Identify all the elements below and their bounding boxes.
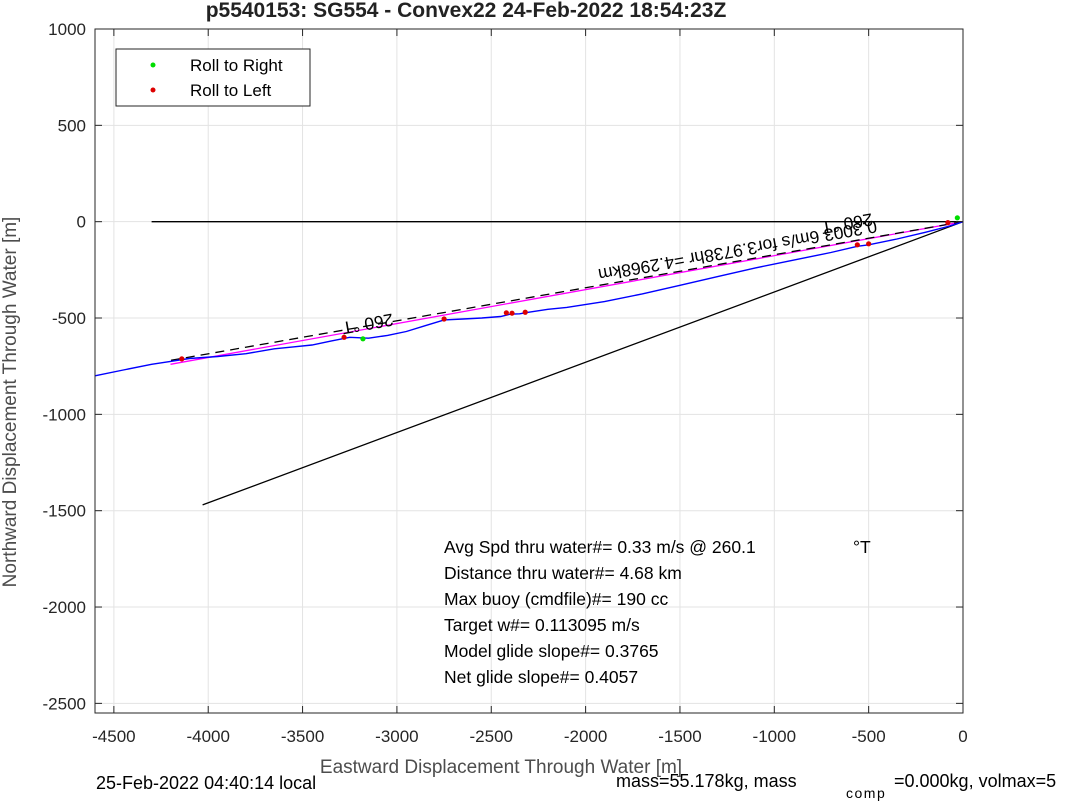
roll-right-point: [954, 215, 960, 221]
series-heading-line: [170, 221, 964, 365]
y-tick-label: 500: [58, 116, 86, 135]
heading-annotation: 260 °T: [340, 310, 395, 339]
points: [179, 215, 960, 362]
stat-net-glide: Net glide slope#= 0.4057: [444, 667, 638, 687]
legend-box: [115, 48, 311, 107]
grid: [95, 28, 964, 713]
footer-mass: mass=55.178kg, mass: [616, 771, 797, 791]
chart-title: p5540153: SG554 - Convex22 24-Feb-2022 1…: [206, 0, 727, 22]
series-track: [94, 221, 964, 377]
stats-block: Avg Spd thru water#= 0.33 m/s @ 260.1 °T…: [444, 537, 871, 687]
stat-model-glide: Model glide slope#= 0.3765: [444, 641, 659, 661]
legend-marker-roll-left: [150, 87, 156, 93]
y-tick-label: 0: [77, 213, 86, 232]
roll-left-point: [509, 310, 515, 316]
y-tick-label: -1500: [43, 502, 86, 521]
roll-left-point: [854, 242, 860, 248]
x-tick-label: -3500: [281, 727, 324, 746]
x-axis-label: Eastward Displacement Through Water [m]: [320, 757, 682, 778]
footer-mass-subscript: comp: [846, 785, 886, 801]
roll-left-point: [945, 220, 951, 226]
x-tick-label: -3000: [375, 727, 418, 746]
y-tick-label: -1000: [43, 405, 86, 424]
x-tick-label: -1500: [658, 727, 701, 746]
stat-target-w: Target w#= 0.113095 m/s: [444, 615, 640, 635]
footer-volmax: =0.000kg, volmax=5: [894, 771, 1056, 791]
legend-marker-roll-right: [150, 62, 156, 68]
roll-left-point: [179, 356, 185, 362]
roll-left-point: [341, 334, 347, 340]
plot-lines: [94, 221, 964, 506]
ticks: [95, 28, 964, 713]
y-tick-label: -500: [52, 309, 86, 328]
x-tick-label: -1000: [753, 727, 796, 746]
x-tick-label: -500: [852, 727, 886, 746]
stat-distance: Distance thru water#= 4.68 km: [444, 563, 682, 583]
series-drift-line: [202, 221, 964, 506]
roll-left-point: [866, 241, 872, 247]
y-tick-label: -2000: [43, 598, 86, 617]
y-tick-label: 1000: [48, 20, 86, 39]
x-tick-label: -2500: [470, 727, 513, 746]
legend-label-roll-right: Roll to Right: [190, 56, 283, 75]
roll-left-point: [503, 310, 509, 316]
legend-label-roll-left: Roll to Left: [190, 81, 272, 100]
y-axis-label: Northward Displacement Through Water [m]: [0, 217, 21, 588]
x-tick-label: 0: [958, 727, 967, 746]
stat-avg-speed: Avg Spd thru water#= 0.33 m/s @ 260.1: [444, 537, 756, 557]
x-tick-label: -2000: [564, 727, 607, 746]
stat-max-buoy: Max buoy (cmdfile)#= 190 cc: [444, 589, 668, 609]
x-tick-label: -4500: [92, 727, 135, 746]
roll-right-point: [360, 336, 366, 342]
footer-local-time: 25-Feb-2022 04:40:14 local: [96, 773, 316, 793]
stat-unit: °T: [853, 537, 871, 557]
legend: Roll to Right Roll to Left: [115, 48, 311, 107]
x-tick-label: -4000: [186, 727, 229, 746]
y-tick-label: -2500: [43, 694, 86, 713]
roll-left-point: [522, 309, 528, 315]
tick-labels: -4500 -4000 -3500 -3000 -2500 -2000 -1500 -1000…: [43, 20, 968, 746]
roll-left-point: [441, 316, 447, 322]
plot-frame: [94, 28, 964, 714]
